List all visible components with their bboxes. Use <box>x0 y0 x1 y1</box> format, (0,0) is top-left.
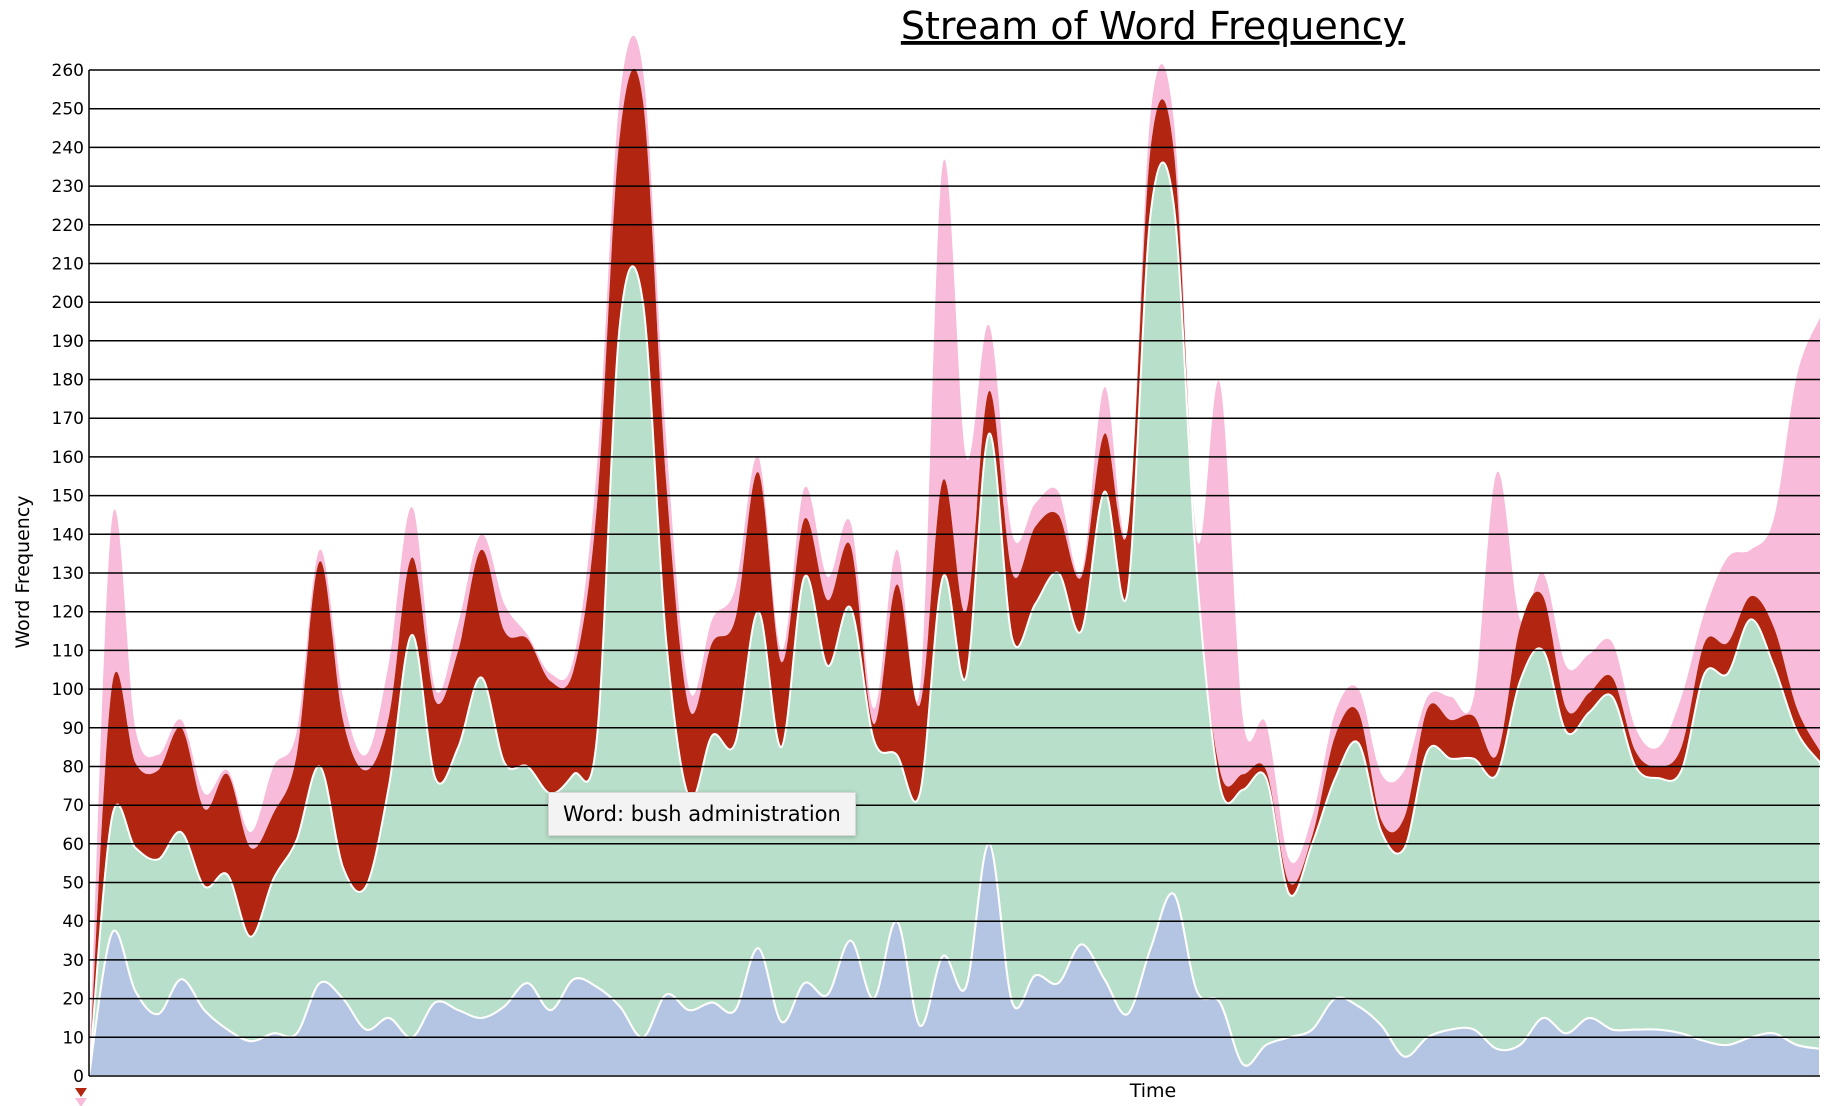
chart-title: Stream of Word Frequency <box>901 4 1405 48</box>
y-tick-label-230: 230 <box>52 177 84 197</box>
y-tick-label-0: 0 <box>73 1067 84 1087</box>
y-tick-label-70: 70 <box>62 796 84 816</box>
y-tick-label-60: 60 <box>62 835 84 855</box>
y-tick-label-180: 180 <box>52 371 84 391</box>
y-tick-label-190: 190 <box>52 332 84 352</box>
y-tick-label-120: 120 <box>52 603 84 623</box>
y-tick-label-250: 250 <box>52 100 84 120</box>
origin-marker-2 <box>75 1098 87 1106</box>
y-tick-label-20: 20 <box>62 990 84 1010</box>
stream-layers <box>75 35 1821 1106</box>
y-tick-label-50: 50 <box>62 874 84 894</box>
y-tick-label-130: 130 <box>52 564 84 584</box>
y-tick-label-260: 260 <box>52 61 84 81</box>
y-axis-ticks: 0 10 20 30 40 50 60 70 80 90 100 110 120 130 140 150 160… <box>52 61 84 1087</box>
y-tick-label-240: 240 <box>52 138 84 158</box>
y-tick-label-210: 210 <box>52 255 84 275</box>
gridlines <box>89 69 1820 1077</box>
y-tick-label-170: 170 <box>52 409 84 429</box>
y-tick-label-30: 30 <box>62 951 84 971</box>
origin-marker-1 <box>75 1088 87 1097</box>
x-axis-label: Time <box>1129 1080 1177 1102</box>
y-tick-label-220: 220 <box>52 216 84 236</box>
y-tick-label-40: 40 <box>62 912 84 932</box>
y-tick-label-80: 80 <box>62 758 84 778</box>
y-tick-label-110: 110 <box>52 641 84 661</box>
y-tick-label-150: 150 <box>52 487 84 507</box>
y-tick-label-200: 200 <box>52 293 84 313</box>
y-tick-label-140: 140 <box>52 525 84 545</box>
y-tick-label-160: 160 <box>52 448 84 468</box>
y-axis-label: Word Frequency <box>12 495 34 648</box>
word-tooltip: Word: bush administration <box>548 792 856 836</box>
y-tick-label-90: 90 <box>62 719 84 739</box>
y-tick-label-10: 10 <box>62 1028 84 1048</box>
stream-layer-4[interactable] <box>89 35 1820 1076</box>
y-tick-label-100: 100 <box>52 680 84 700</box>
